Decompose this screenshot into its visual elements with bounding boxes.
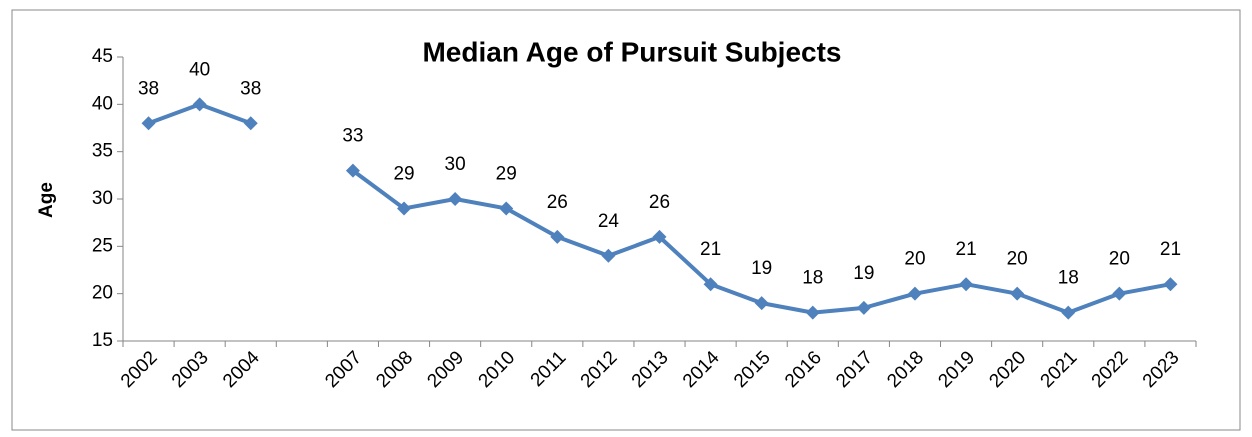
point-marker: [1163, 277, 1178, 292]
data-label: 18: [802, 268, 823, 289]
data-label: 24: [598, 211, 620, 232]
data-label: 26: [649, 192, 670, 213]
point-marker: [1010, 286, 1025, 301]
point-marker: [754, 296, 769, 311]
y-axis-label: Age: [36, 182, 57, 218]
point-marker: [499, 201, 514, 216]
chart-frame: [11, 9, 1241, 431]
data-label: 21: [1160, 239, 1181, 260]
data-label: 38: [138, 78, 159, 99]
point-marker: [141, 116, 156, 131]
chart-title: Median Age of Pursuit Subjects: [422, 36, 841, 67]
y-tick-label: 25: [92, 235, 113, 256]
point-marker: [652, 229, 667, 244]
point-marker: [550, 229, 565, 244]
data-label: 26: [547, 192, 568, 213]
point-marker: [243, 116, 258, 131]
data-label: 21: [956, 239, 977, 260]
y-tick-label: 40: [92, 93, 113, 114]
data-label: 21: [700, 239, 721, 260]
point-marker: [1061, 305, 1076, 320]
data-label: 33: [342, 126, 363, 147]
point-marker: [345, 163, 360, 178]
data-label: 20: [1109, 249, 1130, 270]
point-marker: [601, 248, 616, 263]
y-tick-label: 20: [92, 283, 113, 304]
data-label: 38: [240, 78, 261, 99]
y-tick-label: 15: [92, 330, 113, 351]
point-marker: [397, 201, 412, 216]
point-marker: [856, 300, 871, 315]
y-tick-label: 45: [92, 46, 113, 67]
point-marker: [907, 286, 922, 301]
data-label: 40: [189, 59, 210, 80]
y-tick-label: 30: [92, 188, 113, 209]
data-label: 19: [751, 258, 772, 279]
data-label: 30: [445, 154, 466, 175]
data-label: 29: [393, 163, 414, 184]
data-label: 19: [853, 263, 874, 284]
data-label: 18: [1058, 268, 1079, 289]
point-marker: [448, 192, 463, 206]
point-marker: [805, 305, 820, 320]
point-marker: [1112, 286, 1127, 301]
data-label: 29: [496, 163, 517, 184]
point-marker: [959, 277, 974, 292]
y-tick-label: 35: [92, 141, 113, 162]
point-marker: [192, 97, 207, 112]
data-label: 20: [1007, 249, 1028, 270]
data-label: 20: [904, 249, 925, 270]
point-marker: [703, 277, 718, 292]
